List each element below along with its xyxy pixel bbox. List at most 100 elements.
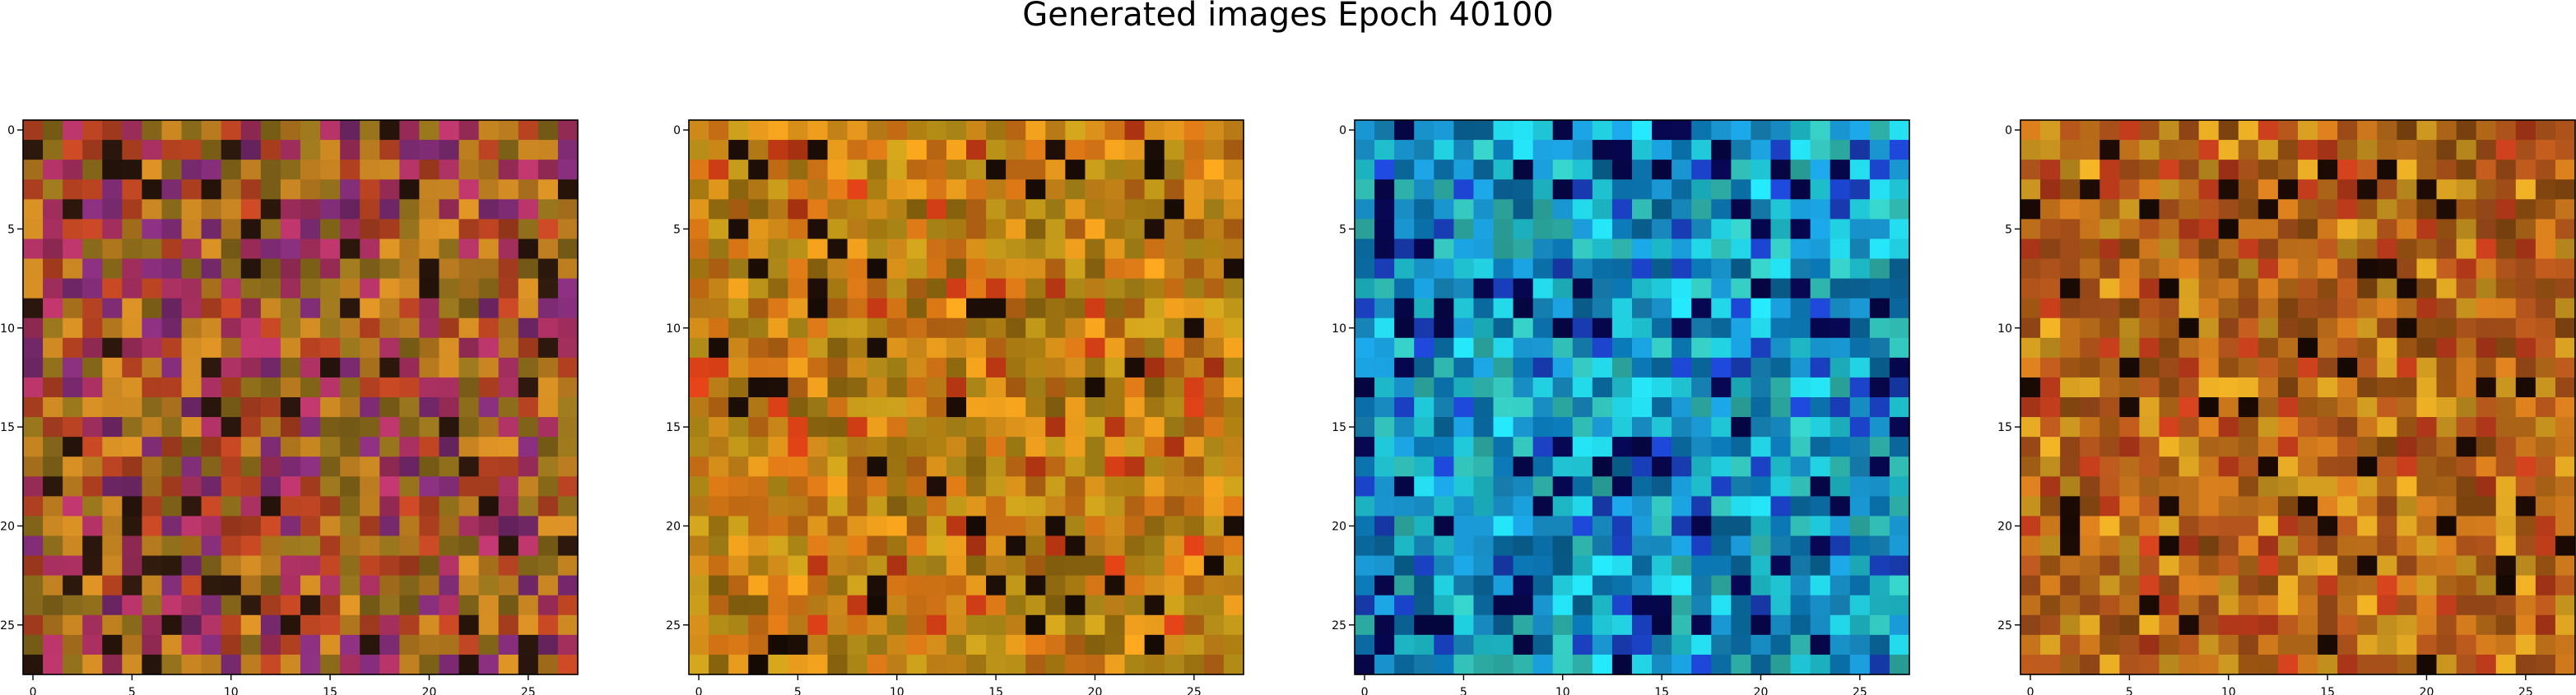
pixel-cell bbox=[399, 239, 421, 260]
pixel-cell bbox=[1632, 516, 1653, 537]
pixel-cell bbox=[689, 179, 709, 200]
pixel-cell bbox=[557, 476, 579, 497]
pixel-cell bbox=[557, 614, 579, 636]
pixel-cell bbox=[2436, 160, 2457, 180]
pixel-cell bbox=[320, 179, 341, 200]
pixel-cell bbox=[221, 595, 242, 616]
pixel-cell bbox=[827, 496, 849, 517]
pixel-grid bbox=[2020, 120, 2576, 675]
pixel-cell bbox=[221, 219, 242, 240]
pixel-cell bbox=[1374, 317, 1395, 339]
pixel-cell bbox=[1751, 199, 1772, 220]
pixel-cell bbox=[379, 160, 400, 180]
pixel-cell bbox=[1085, 397, 1106, 418]
pixel-cell bbox=[43, 160, 63, 180]
pixel-cell bbox=[946, 575, 967, 596]
pixel-cell bbox=[728, 575, 749, 596]
pixel-cell bbox=[320, 239, 341, 260]
pixel-cell bbox=[2060, 317, 2081, 339]
pixel-cell bbox=[2238, 555, 2259, 577]
pixel-cell bbox=[768, 199, 788, 220]
pixel-cell bbox=[1355, 397, 1375, 418]
pixel-cell bbox=[2080, 140, 2100, 160]
pixel-cell bbox=[2357, 535, 2378, 557]
pixel-cell bbox=[1164, 516, 1185, 537]
pixel-cell bbox=[201, 219, 222, 240]
pixel-cell bbox=[1394, 377, 1415, 398]
pixel-cell bbox=[2495, 595, 2517, 616]
pixel-cell bbox=[1374, 575, 1395, 596]
pixel-cell bbox=[946, 357, 967, 378]
pixel-cell bbox=[1652, 555, 1672, 577]
pixel-cell bbox=[728, 317, 749, 339]
pixel-cell bbox=[1672, 377, 1692, 398]
pixel-cell bbox=[1810, 377, 1831, 398]
pixel-cell bbox=[181, 397, 202, 418]
pixel-cell bbox=[1493, 160, 1514, 180]
pixel-cell bbox=[1045, 535, 1066, 557]
pixel-cell bbox=[2416, 239, 2438, 260]
pixel-cell bbox=[1632, 496, 1653, 517]
pixel-cell bbox=[768, 179, 788, 200]
pixel-cell bbox=[1374, 397, 1395, 418]
pixel-cell bbox=[1414, 219, 1434, 240]
pixel-cell bbox=[2040, 496, 2061, 517]
pixel-cell bbox=[1045, 377, 1066, 398]
pixel-cell bbox=[2377, 258, 2397, 280]
pixel-cell bbox=[1592, 496, 1613, 517]
pixel-cell bbox=[557, 575, 579, 596]
pixel-cell bbox=[788, 298, 809, 319]
pixel-cell bbox=[1532, 456, 1554, 477]
pixel-cell bbox=[260, 120, 281, 141]
pixel-cell bbox=[1513, 140, 1534, 160]
pixel-cell bbox=[1751, 595, 1772, 616]
pixel-cell bbox=[1025, 337, 1046, 359]
pixel-cell bbox=[2357, 575, 2378, 596]
pixel-cell bbox=[1810, 219, 1831, 240]
pixel-cell bbox=[2119, 614, 2141, 636]
pixel-cell bbox=[63, 298, 83, 319]
pixel-cell bbox=[43, 337, 63, 359]
pixel-cell bbox=[1652, 595, 1672, 616]
pixel-cell bbox=[1025, 278, 1046, 299]
pixel-cell bbox=[2238, 120, 2259, 141]
pixel-cell bbox=[966, 575, 987, 596]
pixel-cell bbox=[498, 575, 519, 596]
pixel-cell bbox=[1006, 317, 1026, 339]
pixel-cell bbox=[1144, 377, 1165, 398]
pixel-cell bbox=[201, 179, 222, 200]
pixel-cell bbox=[63, 278, 83, 299]
pixel-cell bbox=[518, 417, 539, 438]
pixel-cell bbox=[2515, 258, 2536, 280]
pixel-cell bbox=[2377, 476, 2397, 497]
pixel-cell bbox=[537, 317, 559, 339]
pixel-cell bbox=[260, 595, 281, 616]
pixel-cell bbox=[2099, 437, 2120, 457]
pixel-cell bbox=[478, 337, 500, 359]
pixel-cell bbox=[181, 634, 202, 656]
pixel-cell bbox=[1672, 298, 1692, 319]
pixel-cell bbox=[788, 417, 809, 438]
pixel-cell bbox=[748, 654, 769, 675]
pixel-cell bbox=[827, 239, 849, 260]
pixel-cell bbox=[201, 634, 222, 656]
pixel-cell bbox=[2040, 535, 2061, 557]
pixel-cell bbox=[1434, 595, 1454, 616]
pixel-cell bbox=[2020, 179, 2041, 200]
pixel-cell bbox=[2456, 575, 2477, 596]
pixel-cell bbox=[807, 535, 829, 557]
pixel-cell bbox=[2357, 298, 2378, 319]
pixel-cell bbox=[518, 199, 539, 220]
pixel-cell bbox=[867, 456, 888, 477]
pixel-cell bbox=[1552, 298, 1574, 319]
pixel-cell bbox=[102, 555, 123, 577]
pixel-cell bbox=[1453, 614, 1475, 636]
pixel-cell bbox=[1691, 120, 1712, 141]
pixel-cell bbox=[2257, 337, 2279, 359]
pixel-cell bbox=[1513, 456, 1534, 477]
pixel-cell bbox=[181, 516, 202, 537]
pixel-cell bbox=[498, 199, 519, 220]
pixel-cell bbox=[201, 258, 222, 280]
pixel-cell bbox=[1810, 614, 1831, 636]
